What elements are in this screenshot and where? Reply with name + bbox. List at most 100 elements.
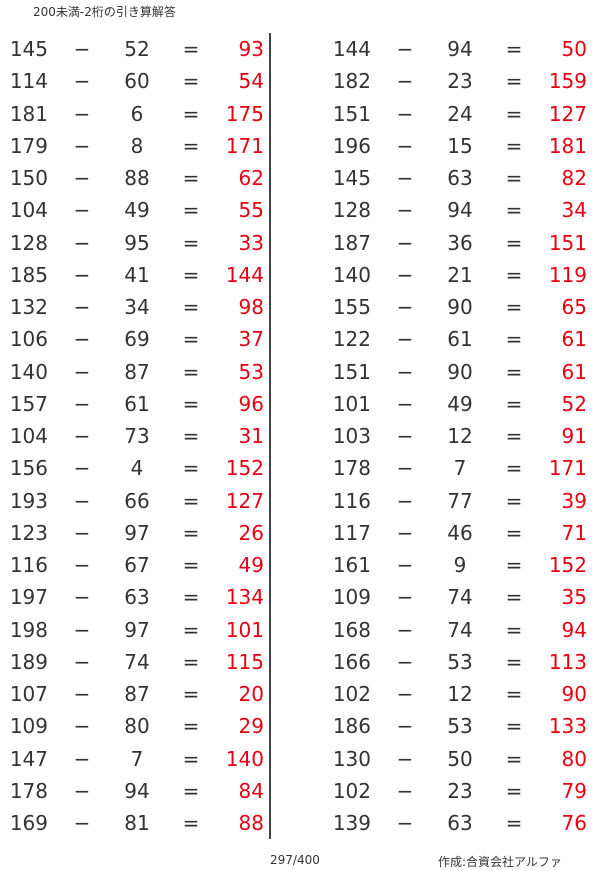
minus-sign: − xyxy=(73,327,91,352)
problem-row: 140−87 = 53 xyxy=(0,357,600,387)
answer: 37 xyxy=(238,327,264,352)
answer: 115 xyxy=(225,649,264,674)
answer: 127 xyxy=(225,488,264,513)
subtrahend: 53 xyxy=(447,714,473,739)
minus-sign: − xyxy=(396,456,414,481)
minuend: 157 xyxy=(9,391,48,416)
problem-row: 122−61 = 61 xyxy=(0,324,600,354)
problem-row: 116 − 67 = 49 xyxy=(0,550,600,580)
answer: 53 xyxy=(238,359,264,384)
subtrahend: 94 xyxy=(447,37,473,61)
answer: 35 xyxy=(561,585,587,610)
problem-row: 101−49 = 52 xyxy=(0,389,600,419)
minus-sign: − xyxy=(396,295,414,319)
minuend: 185 xyxy=(9,262,48,287)
answer: 152 xyxy=(225,456,264,481)
problem-row: 186−53 = 133 xyxy=(0,711,600,741)
minuend: 116 xyxy=(332,488,371,513)
subtrahend: 15 xyxy=(447,133,473,158)
answer: 52 xyxy=(561,391,587,416)
problem-row: 155 − 90 = 65 xyxy=(0,292,600,322)
problem-row: 130−50 = 80 xyxy=(0,744,600,774)
minus-sign: − xyxy=(73,230,91,255)
subtrahend: 46 xyxy=(447,520,473,545)
problem-row: 145 − 63 = 82 xyxy=(0,163,600,193)
answer: 62 xyxy=(238,166,264,190)
problem-row: 185−41 = 144 xyxy=(0,260,600,290)
subtrahend: 74 xyxy=(447,585,473,610)
equals-sign: = xyxy=(505,101,523,126)
minuend: 147 xyxy=(9,746,48,771)
minus-sign: − xyxy=(396,327,414,352)
minus-sign: − xyxy=(396,520,414,545)
subtrahend: 80 xyxy=(124,714,150,739)
minuend: 161 xyxy=(332,553,371,577)
problem-row: 161 − 9 = 152 xyxy=(0,550,600,580)
problem-row: 109−74 = 35 xyxy=(0,582,600,612)
problem-row: 116−77 = 39 xyxy=(0,486,600,516)
minuend: 102 xyxy=(332,778,371,803)
problem-row: 102−23 = 79 xyxy=(0,776,600,806)
equals-sign: = xyxy=(182,37,200,61)
minus-sign: − xyxy=(73,101,91,126)
equals-sign: = xyxy=(182,424,200,448)
problem-row: 166−53 = 113 xyxy=(0,647,600,677)
problem-row: 144 − 94 = 50 xyxy=(0,34,600,64)
subtrahend: 50 xyxy=(447,746,473,771)
minuend: 198 xyxy=(9,617,48,642)
problem-row: 114−60 = 54 xyxy=(0,66,600,96)
answer: 93 xyxy=(238,37,264,61)
answer: 90 xyxy=(561,682,587,706)
equals-sign: = xyxy=(182,359,200,384)
subtrahend: 36 xyxy=(447,230,473,255)
answer: 140 xyxy=(225,746,264,771)
equals-sign: = xyxy=(182,198,200,223)
equals-sign: = xyxy=(182,746,200,771)
equals-sign: = xyxy=(505,520,523,545)
subtrahend: 90 xyxy=(447,295,473,319)
minus-sign: − xyxy=(73,778,91,803)
minuend: 140 xyxy=(332,262,371,287)
subtrahend: 94 xyxy=(447,198,473,223)
problem-row: 151−24 = 127 xyxy=(0,99,600,129)
problem-row: 151−90 = 61 xyxy=(0,357,600,387)
minuend: 196 xyxy=(332,133,371,158)
equals-sign: = xyxy=(182,714,200,739)
problem-row: 104 − 73 = 31 xyxy=(0,421,600,451)
equals-sign: = xyxy=(182,585,200,610)
equals-sign: = xyxy=(505,553,523,577)
minuend: 139 xyxy=(332,811,371,835)
equals-sign: = xyxy=(182,133,200,158)
minuend: 144 xyxy=(332,37,371,61)
answer: 98 xyxy=(238,295,264,319)
subtrahend: 12 xyxy=(447,424,473,448)
problem-row: 107 − 87 = 20 xyxy=(0,679,600,709)
minus-sign: − xyxy=(73,746,91,771)
subtrahend: 7 xyxy=(453,456,467,481)
minuend: 155 xyxy=(332,295,371,319)
problem-row: 178−7 = 171 xyxy=(0,453,600,483)
equals-sign: = xyxy=(505,69,523,94)
problem-row: 182−23 = 159 xyxy=(0,66,600,96)
subtrahend: 88 xyxy=(124,166,150,190)
minus-sign: − xyxy=(396,714,414,739)
answer: 101 xyxy=(225,617,264,642)
answer: 20 xyxy=(238,682,264,706)
equals-sign: = xyxy=(182,327,200,352)
problem-row: 102 − 12 = 90 xyxy=(0,679,600,709)
equals-sign: = xyxy=(505,262,523,287)
equals-sign: = xyxy=(505,327,523,352)
minuend: 189 xyxy=(9,649,48,674)
answer: 79 xyxy=(561,778,587,803)
problem-row: 187−36 = 151 xyxy=(0,228,600,258)
minuend: 151 xyxy=(332,101,371,126)
problem-row: 196−15 = 181 xyxy=(0,131,600,161)
answer: 49 xyxy=(238,553,264,577)
minuend: 166 xyxy=(332,649,371,674)
subtrahend: 74 xyxy=(124,649,150,674)
minuend: 102 xyxy=(332,682,371,706)
subtrahend: 63 xyxy=(447,166,473,190)
minuend: 178 xyxy=(332,456,371,481)
equals-sign: = xyxy=(182,295,200,319)
minuend: 197 xyxy=(9,585,48,610)
